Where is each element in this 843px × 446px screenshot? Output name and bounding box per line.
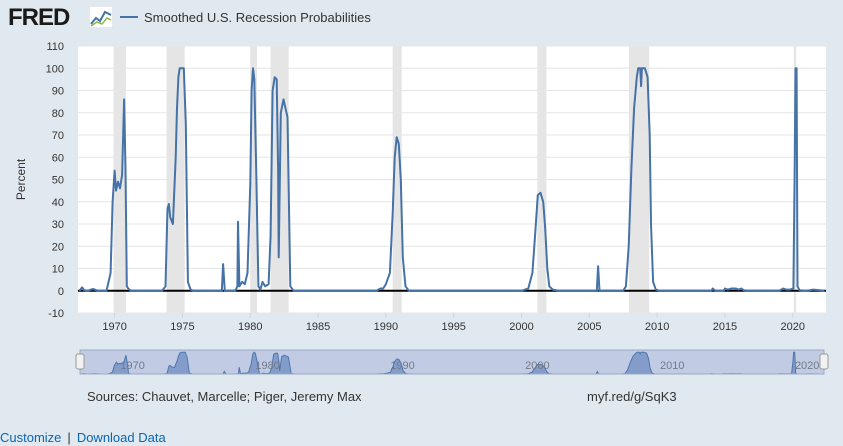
navigator-tick-label: 1990 bbox=[390, 360, 414, 372]
chart[interactable]: -10 0 10 20 30 40 50 60 70 80 90 100 110 1970 1975 1980… bbox=[0, 0, 843, 385]
navigator-tick-label: 1970 bbox=[120, 360, 144, 372]
chart-header: FRED Smoothed U.S. Recession Probabiliti… bbox=[0, 0, 843, 36]
line-graph-icon bbox=[89, 6, 113, 28]
x-tick-label: 1970 bbox=[102, 321, 126, 333]
y-tick-label: 0 bbox=[58, 286, 64, 298]
chart-legend[interactable]: Smoothed U.S. Recession Probabilities bbox=[120, 8, 371, 26]
navigator-tick-label: 2020 bbox=[795, 360, 819, 372]
y-tick-label: 50 bbox=[52, 175, 64, 187]
navigator-selection[interactable] bbox=[79, 349, 825, 375]
fred-logo[interactable]: FRED bbox=[8, 4, 70, 31]
footer-separator: | bbox=[67, 430, 71, 445]
x-tick-label: 2015 bbox=[713, 321, 737, 333]
footer-links: Customize | Download Data bbox=[0, 430, 166, 445]
y-tick-label: 30 bbox=[52, 219, 64, 231]
legend-series-label: Smoothed U.S. Recession Probabilities bbox=[144, 9, 371, 25]
y-tick-label: 100 bbox=[46, 63, 64, 75]
y-tick-label: 10 bbox=[52, 264, 64, 276]
customize-link[interactable]: Customize bbox=[0, 430, 62, 445]
y-tick-label: 60 bbox=[52, 152, 64, 164]
x-tick-label: 1980 bbox=[238, 321, 262, 333]
navigator-handle-left[interactable] bbox=[75, 353, 85, 370]
legend-swatch bbox=[120, 16, 138, 18]
navigator-handle-right[interactable] bbox=[819, 353, 829, 370]
sources-note: Sources: Chauvet, Marcelle; Piger, Jerem… bbox=[87, 389, 362, 404]
navigator-area[interactable] bbox=[79, 349, 825, 375]
navigator-tick-label: 2000 bbox=[525, 360, 549, 372]
x-tick-label: 2010 bbox=[645, 321, 669, 333]
x-tick-label: 2020 bbox=[781, 321, 805, 333]
y-tick-label: 70 bbox=[52, 130, 64, 142]
x-tick-label: 1990 bbox=[374, 321, 398, 333]
y-tick-label: 80 bbox=[52, 108, 64, 120]
short-link[interactable]: myf.red/g/SqK3 bbox=[587, 389, 677, 404]
x-tick-label: 2000 bbox=[509, 321, 533, 333]
x-tick-label: 2005 bbox=[577, 321, 601, 333]
y-tick-label: 20 bbox=[52, 241, 64, 253]
y-tick-label: -10 bbox=[48, 308, 64, 320]
y-tick-label: 90 bbox=[52, 86, 64, 98]
download-data-link[interactable]: Download Data bbox=[76, 430, 166, 445]
series-line[interactable] bbox=[78, 67, 825, 292]
navigator-tick-label: 1980 bbox=[255, 360, 279, 372]
x-tick-label: 1995 bbox=[441, 321, 465, 333]
x-tick-label: 1985 bbox=[306, 321, 330, 333]
y-tick-label: 40 bbox=[52, 197, 64, 209]
x-tick-label: 1975 bbox=[170, 321, 194, 333]
y-axis-label: Percent bbox=[14, 158, 28, 200]
navigator-tick-label: 2010 bbox=[660, 360, 684, 372]
y-tick-label: 110 bbox=[46, 41, 64, 53]
